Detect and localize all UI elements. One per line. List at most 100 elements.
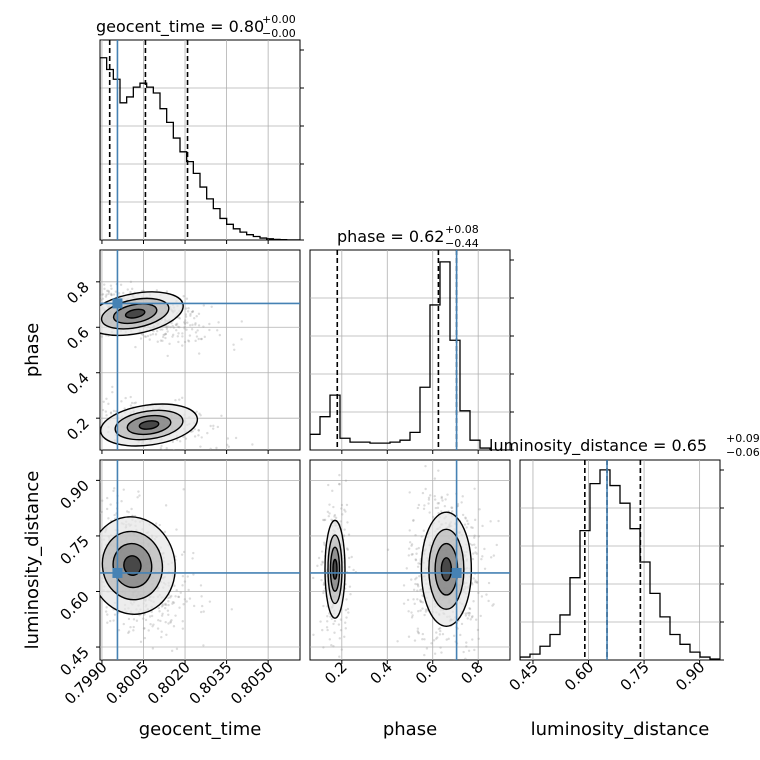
- scatter-point: [92, 308, 94, 310]
- scatter-point: [92, 302, 94, 304]
- scatter-point: [74, 580, 76, 582]
- scatter-point: [96, 310, 98, 312]
- scatter-point: [321, 561, 325, 564]
- scatter-point: [416, 565, 420, 568]
- scatter-point: [114, 290, 118, 293]
- scatter-point: [129, 280, 133, 284]
- scatter-point: [142, 627, 146, 630]
- scatter-point: [479, 614, 482, 618]
- xtick-label-phase: 0.4: [367, 658, 397, 688]
- scatter-point: [461, 495, 464, 498]
- scatter-point: [107, 290, 111, 294]
- scatter-point: [175, 323, 178, 327]
- scatter-point: [441, 499, 444, 502]
- scatter-point: [416, 506, 420, 510]
- scatter-point: [410, 543, 414, 546]
- scatter-point: [199, 337, 203, 341]
- scatter-point: [194, 331, 198, 334]
- scatter-point: [95, 327, 97, 329]
- scatter-point: [94, 308, 96, 310]
- scatter-point: [177, 325, 180, 329]
- scatter-point: [458, 666, 460, 668]
- scatter-point: [195, 315, 198, 318]
- scatter-point: [326, 510, 330, 514]
- scatter-point: [72, 531, 74, 533]
- truth-marker: [451, 567, 462, 578]
- scatter-point: [149, 622, 152, 626]
- scatter-point: [440, 651, 443, 654]
- xtick-label-luminosity_distance: 0.75: [617, 658, 653, 694]
- scatter-point: [471, 526, 474, 530]
- scatter-point: [93, 301, 95, 303]
- scatter-point: [433, 652, 437, 655]
- scatter-point: [345, 616, 348, 619]
- scatter-point: [90, 306, 92, 308]
- scatter-point: [471, 557, 475, 561]
- scatter-point: [110, 287, 113, 290]
- scatter-point: [167, 596, 170, 600]
- title-luminosity-distance-upper: +0.09: [726, 432, 760, 445]
- scatter-point: [166, 330, 169, 333]
- scatter-point: [331, 489, 334, 493]
- scatter-point: [434, 506, 438, 510]
- xtick-label-phase: 0.8: [457, 658, 487, 688]
- scatter-point: [491, 604, 494, 607]
- scatter-point: [333, 631, 336, 634]
- scatter-point: [172, 449, 175, 450]
- scatter-point: [430, 642, 433, 645]
- scatter-point: [152, 329, 155, 333]
- scatter-point: [182, 435, 185, 439]
- scatter-point: [476, 628, 480, 632]
- scatter-point: [347, 611, 350, 614]
- scatter-point: [93, 498, 95, 500]
- scatter-point: [126, 288, 129, 291]
- scatter-point: [129, 290, 132, 294]
- scatter-point: [337, 623, 341, 626]
- scatter-point: [322, 589, 326, 593]
- scatter-point: [322, 646, 325, 649]
- scatter-point: [181, 335, 184, 338]
- title-phase-upper: +0.08: [445, 223, 479, 236]
- scatter-point: [105, 293, 108, 296]
- scatter-point: [320, 578, 323, 582]
- scatter-point: [134, 345, 137, 349]
- scatter-point: [467, 522, 470, 526]
- scatter-point: [233, 348, 236, 351]
- scatter-point: [94, 301, 96, 303]
- truth-marker: [112, 567, 123, 578]
- scatter-point: [124, 396, 127, 400]
- scatter-point: [132, 625, 135, 629]
- scatter-point: [473, 518, 477, 522]
- scatter-point: [422, 507, 426, 511]
- scatter-point: [439, 646, 442, 649]
- scatter-point: [183, 580, 187, 583]
- scatter-point: [466, 617, 469, 620]
- scatter-point: [155, 289, 159, 292]
- scatter-point: [346, 521, 349, 524]
- scatter-point: [189, 314, 192, 317]
- scatter-point: [92, 578, 94, 580]
- scatter-point: [402, 602, 406, 605]
- scatter-point: [467, 649, 471, 652]
- scatter-point: [112, 409, 116, 413]
- title-phase-lower: −0.44: [445, 237, 479, 250]
- scatter-point: [111, 390, 114, 394]
- scatter-point: [76, 508, 78, 510]
- scatter-point: [179, 591, 182, 594]
- scatter-point: [155, 522, 158, 525]
- xtick-label-phase: 0.6: [412, 658, 442, 688]
- scatter-point: [138, 494, 141, 497]
- scatter-point: [109, 411, 113, 414]
- scatter-point: [61, 522, 63, 524]
- scatter-point: [195, 335, 199, 338]
- scatter-point: [418, 599, 422, 602]
- panel-content: [310, 250, 510, 450]
- scatter-point: [163, 530, 167, 534]
- scatter-point: [419, 600, 423, 603]
- scatter-point: [97, 565, 99, 567]
- scatter-point: [192, 551, 195, 555]
- scatter-point: [424, 487, 427, 491]
- scatter-point: [101, 297, 105, 300]
- scatter-point: [90, 552, 92, 554]
- scatter-point: [113, 487, 116, 490]
